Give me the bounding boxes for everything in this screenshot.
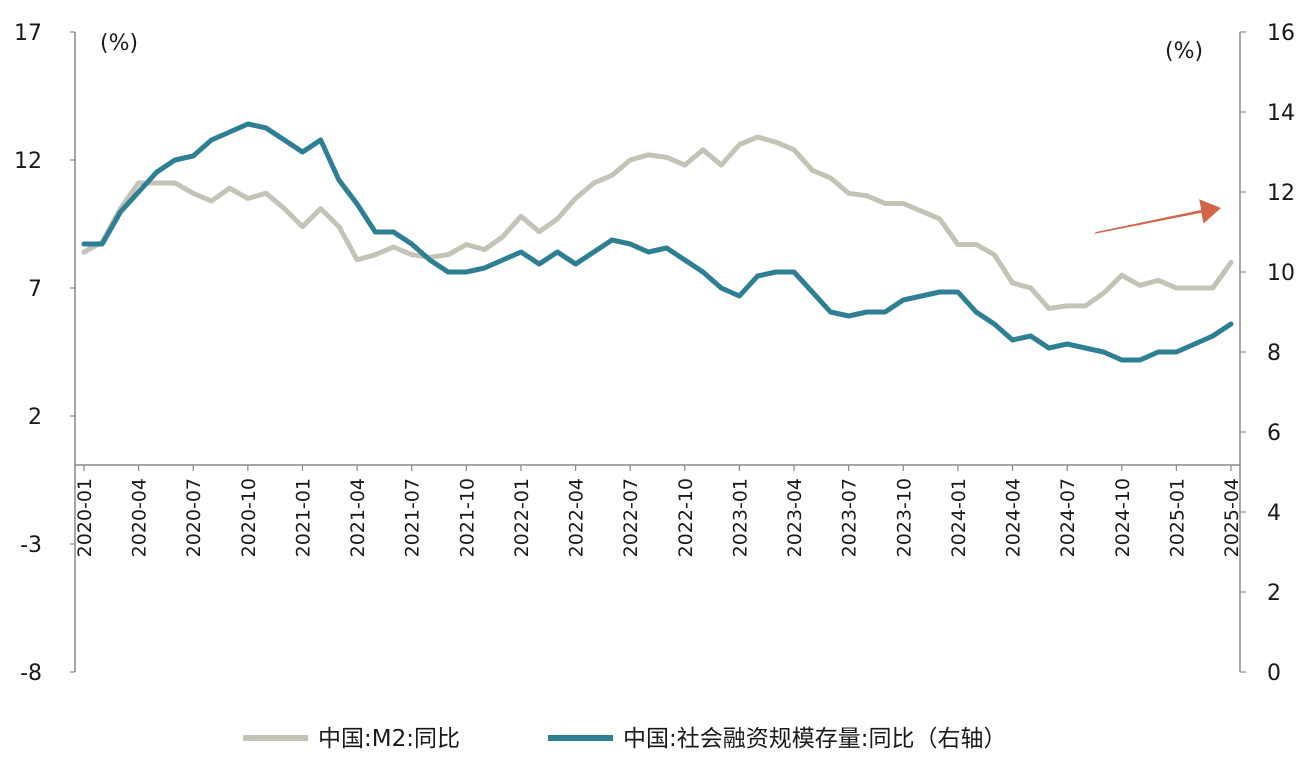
- x-tick-label: 2024-01: [948, 478, 970, 557]
- x-tick-labels: 2020-01 2020-04 2020-07 2020-10 2021-01 2021-…: [74, 465, 1243, 557]
- x-tick-label: 2021-10: [456, 478, 478, 557]
- right-tick-label: 10: [1267, 261, 1295, 286]
- left-tick-label: 2: [28, 405, 42, 430]
- x-tick-label: 2020-07: [183, 478, 205, 557]
- right-tick-label: 12: [1267, 181, 1295, 206]
- left-tick-labels: 17 12 7 2 -3 -8: [14, 21, 75, 686]
- right-tick-label: 6: [1267, 421, 1281, 446]
- legend-item-m2: 中国:M2:同比: [243, 726, 460, 752]
- legend-label-tsf: 中国:社会融资规模存量:同比（右轴）: [623, 726, 1007, 752]
- left-y-axis: (%): [74, 31, 138, 672]
- left-tick-label: 7: [28, 277, 42, 302]
- x-tick-label: 2022-07: [620, 478, 642, 557]
- x-tick-label: 2025-04: [1221, 478, 1243, 557]
- x-tick-label: 2024-07: [1057, 478, 1079, 557]
- x-tick-label: 2024-04: [1003, 478, 1025, 557]
- left-axis-unit: (%): [100, 31, 138, 56]
- x-tick-label: 2020-01: [74, 478, 96, 557]
- right-tick-label: 4: [1267, 501, 1281, 526]
- series-line-tsf: [81, 121, 1234, 363]
- right-tick-label: 2: [1267, 581, 1281, 606]
- left-tick-label: -3: [20, 533, 42, 558]
- x-tick-label: 2023-04: [784, 478, 806, 557]
- right-tick-label: 14: [1267, 101, 1295, 126]
- x-tick-label: 2021-01: [292, 478, 314, 557]
- legend-item-tsf: 中国:社会融资规模存量:同比（右轴）: [548, 726, 1007, 752]
- trend-arrow-annotation: [1094, 199, 1221, 234]
- right-tick-label: 8: [1267, 341, 1281, 366]
- x-tick-label: 2025-01: [1166, 478, 1188, 557]
- right-tick-label: 16: [1267, 21, 1295, 46]
- x-tick-label: 2024-10: [1112, 478, 1134, 557]
- x-tick-label: 2023-01: [729, 478, 751, 557]
- series-layer: [81, 121, 1234, 363]
- left-tick-label: 12: [14, 149, 42, 174]
- x-tick-label: 2022-10: [675, 478, 697, 557]
- left-tick-label: -8: [20, 661, 42, 686]
- right-tick-labels: 16 14 12 10 8 6 4 2 0: [1240, 21, 1295, 686]
- series-line-m2: [81, 134, 1234, 311]
- right-tick-label: 0: [1267, 661, 1281, 686]
- legend: 中国:M2:同比 中国:社会融资规模存量:同比（右轴）: [243, 726, 1007, 752]
- left-tick-label: 17: [14, 21, 42, 46]
- x-tick-label: 2023-10: [893, 478, 915, 557]
- x-tick-label: 2021-07: [402, 478, 424, 557]
- x-tick-label: 2021-04: [347, 478, 369, 557]
- annotation-layer: [1094, 199, 1221, 234]
- x-tick-label: 2022-04: [566, 478, 588, 557]
- x-tick-label: 2020-10: [238, 478, 260, 557]
- legend-label-m2: 中国:M2:同比: [318, 726, 460, 752]
- right-axis-unit: (%): [1165, 39, 1203, 64]
- x-tick-label: 2022-01: [511, 478, 533, 557]
- x-tick-label: 2023-07: [839, 478, 861, 557]
- x-tick-label: 2020-04: [129, 478, 151, 557]
